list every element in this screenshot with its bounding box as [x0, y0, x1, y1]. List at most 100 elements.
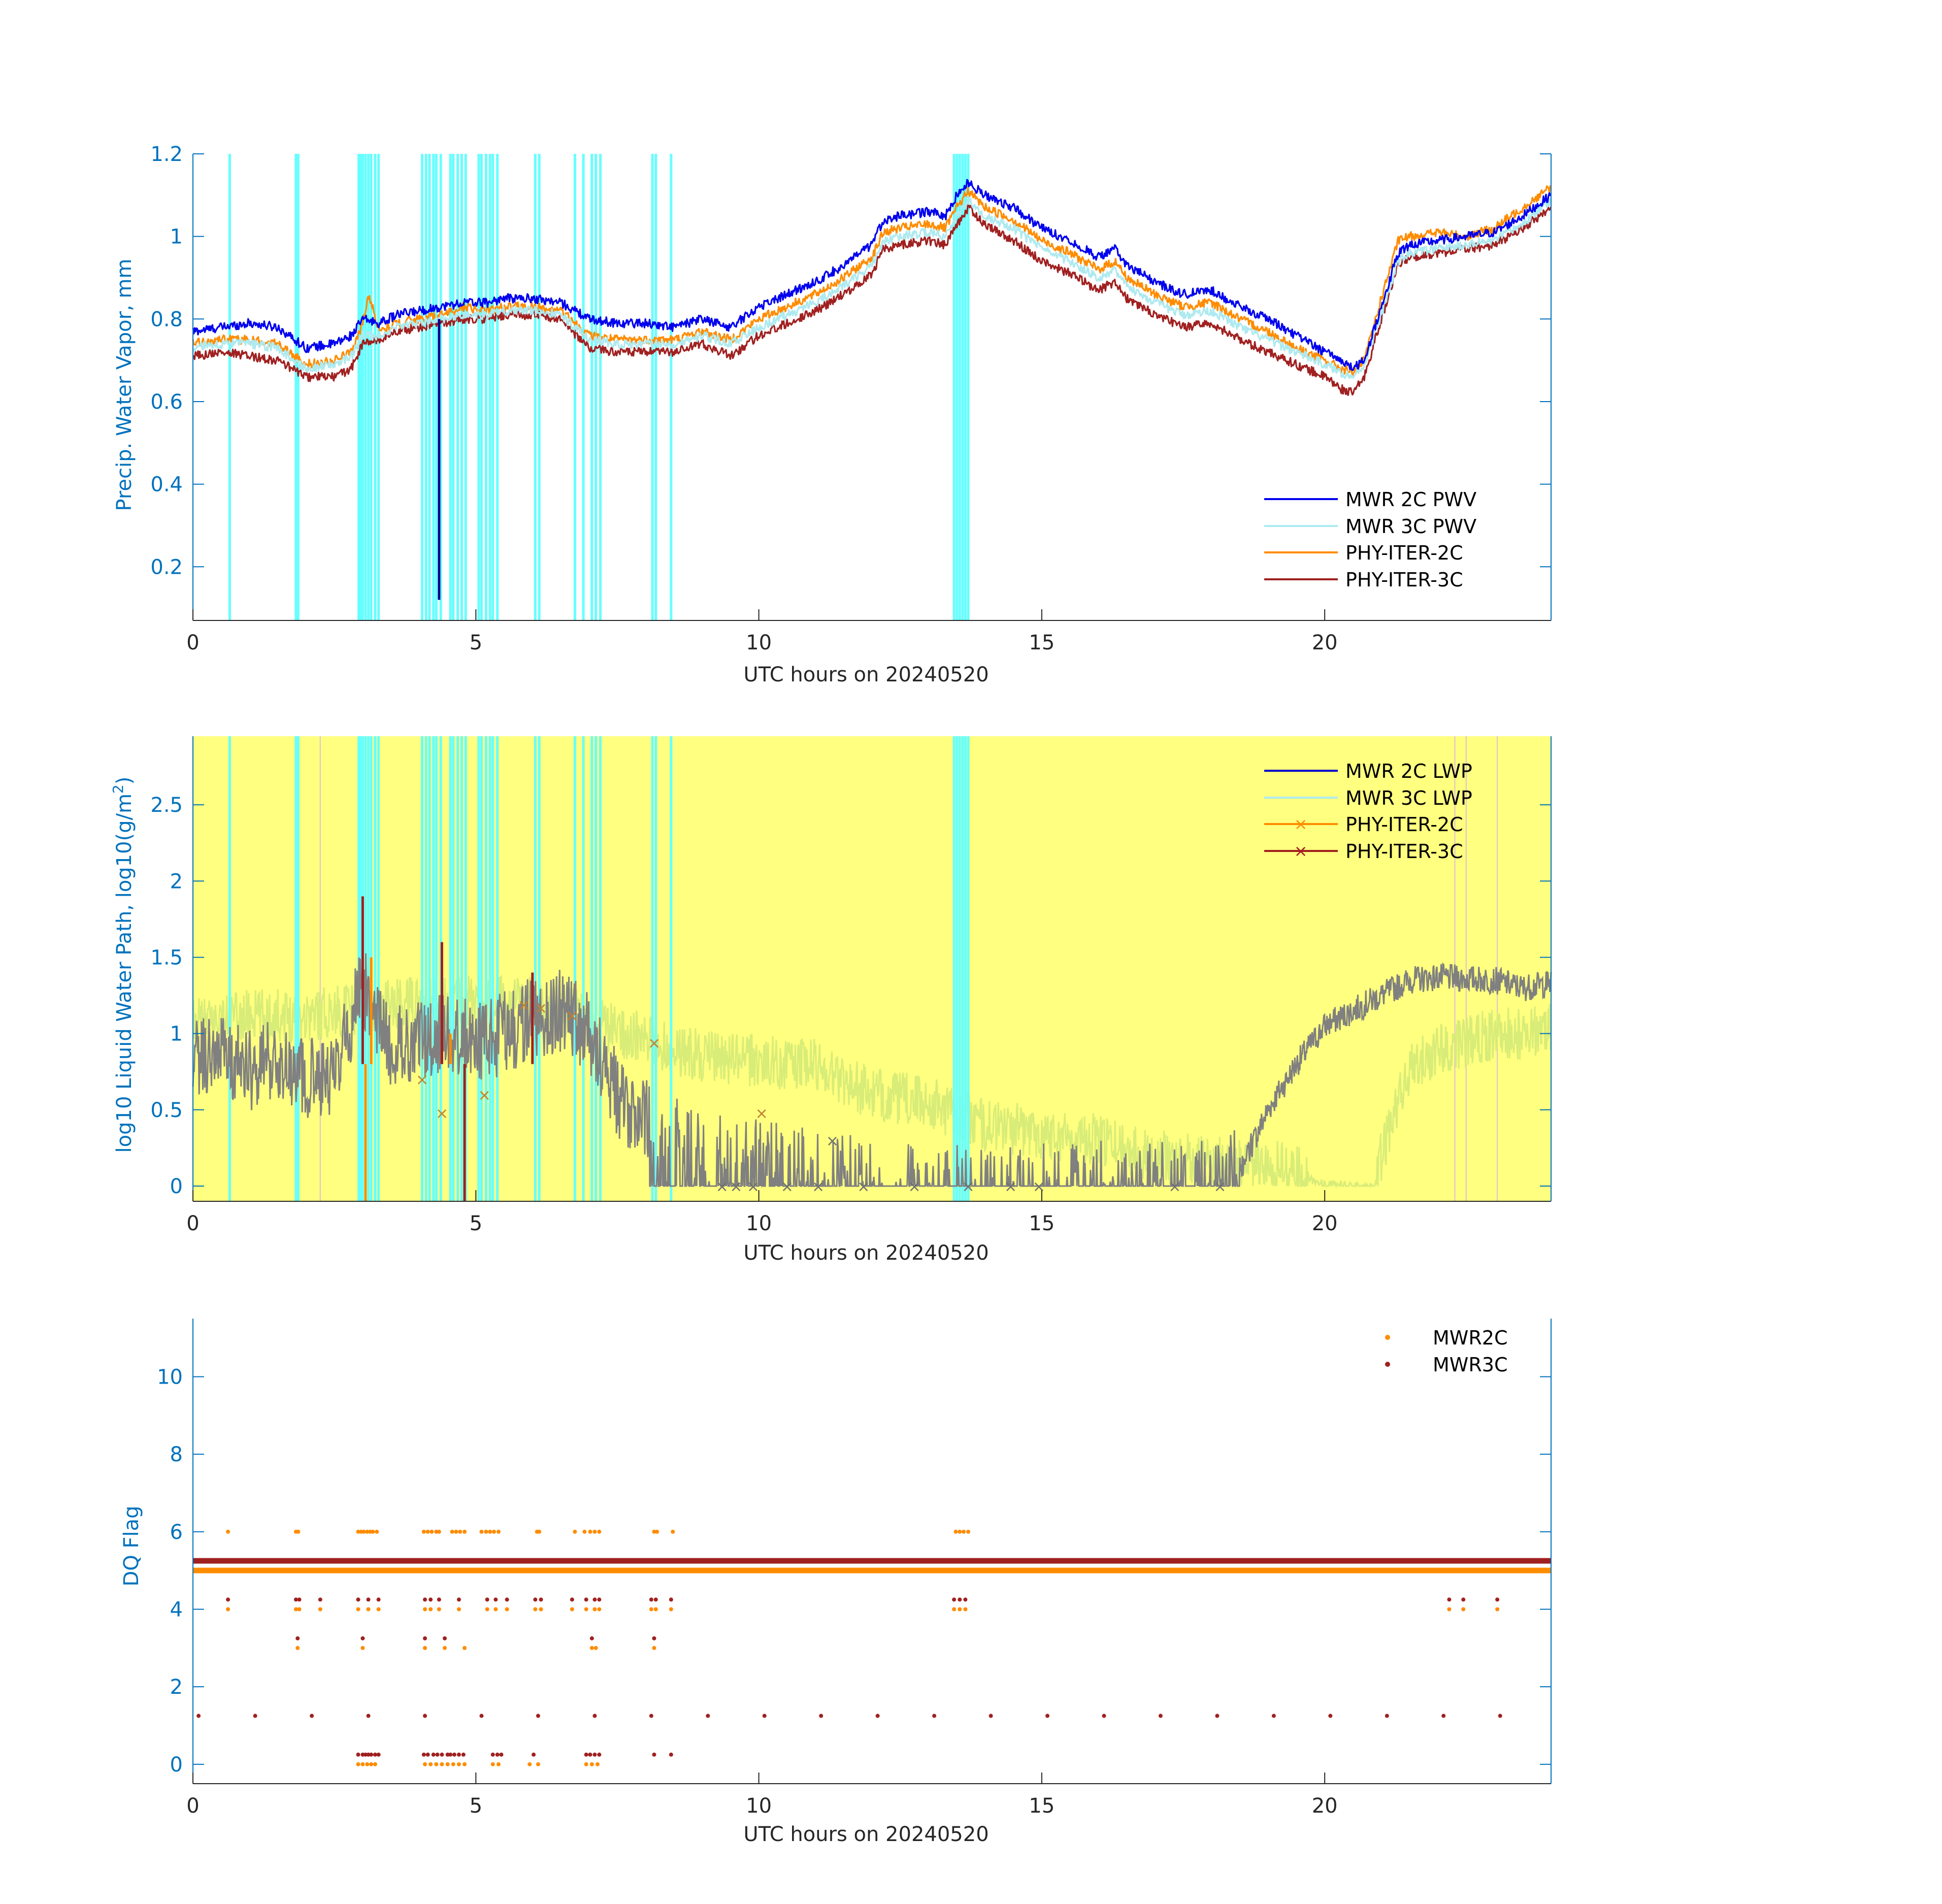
- dq-point-mwr2c: [539, 1607, 543, 1612]
- dq-point-mwr2c: [485, 1607, 489, 1612]
- dq-point-mwr3c: [435, 1752, 440, 1757]
- dq-point-mwr2c: [653, 1607, 658, 1612]
- dq-y-tick-label: 4: [170, 1598, 183, 1622]
- lwp-x-marker: ×: [812, 1178, 825, 1196]
- dq-point-mwr2c: [597, 1529, 602, 1534]
- dq-point-mwr3c: [363, 1752, 368, 1757]
- dq-point-mwr2c: [533, 1607, 538, 1612]
- dq-point-mwr3c: [952, 1597, 957, 1602]
- lwp-x-tick-label: 5: [470, 1212, 482, 1235]
- dq-point-mwr3c: [293, 1597, 298, 1602]
- lwp-x-marker: ×: [730, 1178, 742, 1196]
- lwp-mwr2c-trace: [192, 946, 1552, 1189]
- dq-point-mwr2c: [434, 1529, 439, 1534]
- pwv-series-mwr-3c-pwv: [192, 194, 1552, 379]
- dq-point-mwr3c: [649, 1597, 653, 1602]
- dq-point-mwr3c: [669, 1597, 673, 1602]
- dq-point-mwr3c: [989, 1714, 993, 1718]
- dq-point-mwr3c: [437, 1597, 441, 1602]
- dq-point-mwr3c: [533, 1597, 538, 1602]
- lwp-background: [193, 736, 1551, 1201]
- dq-point-mwr2c: [423, 1762, 427, 1766]
- lwp-x-marker: ×: [1213, 1178, 1226, 1196]
- dq-point-mwr2c: [537, 1529, 542, 1534]
- dq-point-mwr3c: [448, 1752, 453, 1757]
- legend-label-mwr2c-pwv: MWR 2C PWV: [1345, 488, 1476, 511]
- pwv-legend: MWR 2C PWV MWR 3C PWV PHY-ITER-2C PHY-IT…: [1264, 488, 1476, 591]
- dq-y-tick-label: 2: [170, 1676, 183, 1699]
- dq-point-mwr3c: [253, 1714, 257, 1718]
- dq-point-mwr2c: [528, 1762, 532, 1766]
- dq-point-mwr3c: [819, 1714, 824, 1718]
- dq-point-mwr2c: [445, 1762, 450, 1766]
- pwv-y-tick-label: 1.2: [150, 143, 183, 166]
- pwv-x-tick-label: 5: [470, 631, 482, 654]
- pwv-x-tick-label: 10: [746, 631, 772, 654]
- dq-point-mwr2c: [588, 1529, 593, 1534]
- dq-point-mwr2c: [649, 1607, 653, 1612]
- dq-point-mwr2c: [371, 1529, 375, 1534]
- dq-point-mwr2c: [966, 1529, 970, 1534]
- dq-point-mwr2c: [958, 1529, 962, 1534]
- dq-point-mwr3c: [963, 1597, 968, 1602]
- dq-point-mwr3c: [539, 1597, 543, 1602]
- dq-point-mwr2c: [593, 1607, 597, 1612]
- lwp-y-tick-label: 0: [170, 1175, 183, 1198]
- dq-point-mwr3c: [226, 1597, 231, 1602]
- lwp-x-marker: ×: [1033, 1178, 1045, 1196]
- dq-point-mwr3c: [570, 1597, 574, 1602]
- dq-point-mwr2c: [597, 1607, 602, 1612]
- dq-point-mwr2c: [463, 1529, 467, 1534]
- dq-point-mwr2c: [425, 1529, 430, 1534]
- dq-point-mwr2c: [1495, 1607, 1500, 1612]
- dq-point-mwr3c: [373, 1752, 377, 1757]
- dq-point-mwr3c: [485, 1597, 489, 1602]
- lwp-x-marker: ×: [826, 1132, 839, 1150]
- dq-point-mwr2c: [463, 1762, 467, 1766]
- dq-point-mwr2c: [437, 1529, 441, 1534]
- dq-point-mwr3c: [499, 1752, 504, 1757]
- legend-label-mwr3c-pwv: MWR 3C PWV: [1345, 515, 1476, 538]
- dq-point-mwr2c: [361, 1529, 366, 1534]
- dq-point-mwr3c: [360, 1752, 365, 1757]
- dq-point-mwr3c: [423, 1636, 427, 1640]
- dq-x-tick-label: 20: [1312, 1794, 1338, 1818]
- lwp-x-marker: ×: [535, 1000, 547, 1017]
- dq-point-mwr3c: [493, 1597, 498, 1602]
- legend-label-phy-iter-2c: PHY-ITER-2C: [1345, 542, 1463, 564]
- dq-point-mwr2c: [434, 1762, 439, 1766]
- dq-point-mwr3c: [366, 1597, 371, 1602]
- dq-point-mwr3c: [649, 1714, 653, 1718]
- pwv-series-phy-iter-2c: [192, 185, 1552, 378]
- dq-point-mwr3c: [495, 1752, 500, 1757]
- dq-point-mwr3c: [706, 1714, 710, 1718]
- legend-label-mwr2c-lwp: MWR 2C LWP: [1345, 760, 1472, 782]
- dq-y-tick-label: 8: [170, 1443, 183, 1466]
- dq-point-mwr3c: [593, 1752, 597, 1757]
- dq-point-mwr3c: [1045, 1714, 1049, 1718]
- dq-point-mwr2c: [369, 1762, 374, 1766]
- dq-y-tick-label: 10: [157, 1366, 183, 1389]
- dq-point-mwr3c: [440, 1752, 444, 1757]
- dq-point-mwr3c: [356, 1752, 360, 1757]
- lwp-axes: 0 5 10 15 20 0 0.5 1 1.5 2 2.5: [150, 736, 1552, 1235]
- dq-point-mwr3c: [490, 1752, 495, 1757]
- lwp-x-marker: ×: [908, 1178, 921, 1196]
- dq-point-mwr3c: [597, 1752, 602, 1757]
- dq-point-mwr2c: [456, 1607, 461, 1612]
- lwp-x-marker: ×: [755, 1105, 768, 1123]
- dq-point-mwr2c: [368, 1529, 372, 1534]
- lwp-x-marker: ×: [566, 1007, 578, 1025]
- pwv-x-tick-label: 20: [1312, 631, 1338, 654]
- lwp-xlabel: UTC hours on 20240520: [743, 1241, 989, 1265]
- dq-point-mwr3c: [584, 1597, 588, 1602]
- dq-point-mwr3c: [443, 1636, 447, 1640]
- pwv-xlabel: UTC hours on 20240520: [743, 663, 989, 686]
- dq-point-mwr3c: [536, 1714, 540, 1718]
- dq-point-mwr2c: [454, 1529, 458, 1534]
- dq-point-mwr2c: [582, 1529, 587, 1534]
- dq-point-mwr2c: [492, 1529, 496, 1534]
- pwv-x-tick-label: 0: [186, 631, 199, 654]
- dq-point-mwr2c: [451, 1762, 455, 1766]
